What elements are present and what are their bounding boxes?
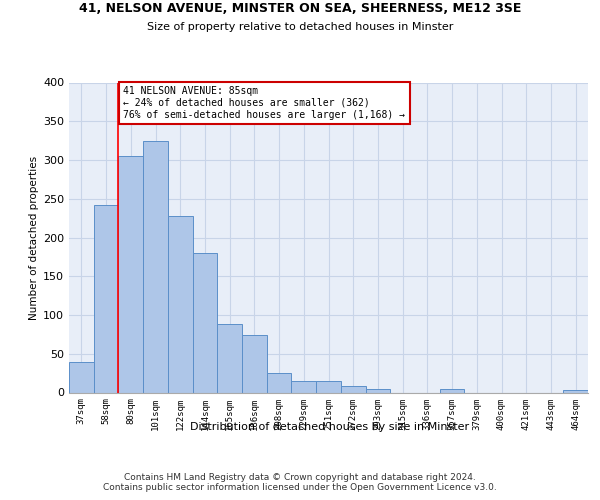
- Text: Size of property relative to detached houses in Minster: Size of property relative to detached ho…: [147, 22, 453, 32]
- Bar: [217, 324, 242, 392]
- Bar: [69, 362, 94, 392]
- Bar: [267, 373, 292, 392]
- Bar: [168, 216, 193, 392]
- Bar: [193, 253, 217, 392]
- Bar: [143, 140, 168, 392]
- Bar: [440, 390, 464, 392]
- Bar: [118, 156, 143, 392]
- Bar: [316, 381, 341, 392]
- Bar: [563, 390, 588, 392]
- Bar: [242, 335, 267, 392]
- Bar: [341, 386, 365, 392]
- Bar: [94, 205, 118, 392]
- Text: Contains HM Land Registry data © Crown copyright and database right 2024.
Contai: Contains HM Land Registry data © Crown c…: [103, 472, 497, 492]
- Text: 41, NELSON AVENUE, MINSTER ON SEA, SHEERNESS, ME12 3SE: 41, NELSON AVENUE, MINSTER ON SEA, SHEER…: [79, 2, 521, 16]
- Bar: [292, 381, 316, 392]
- Text: Distribution of detached houses by size in Minster: Distribution of detached houses by size …: [190, 422, 470, 432]
- Bar: [365, 390, 390, 392]
- Y-axis label: Number of detached properties: Number of detached properties: [29, 156, 39, 320]
- Text: 41 NELSON AVENUE: 85sqm
← 24% of detached houses are smaller (362)
76% of semi-d: 41 NELSON AVENUE: 85sqm ← 24% of detache…: [124, 86, 406, 120]
